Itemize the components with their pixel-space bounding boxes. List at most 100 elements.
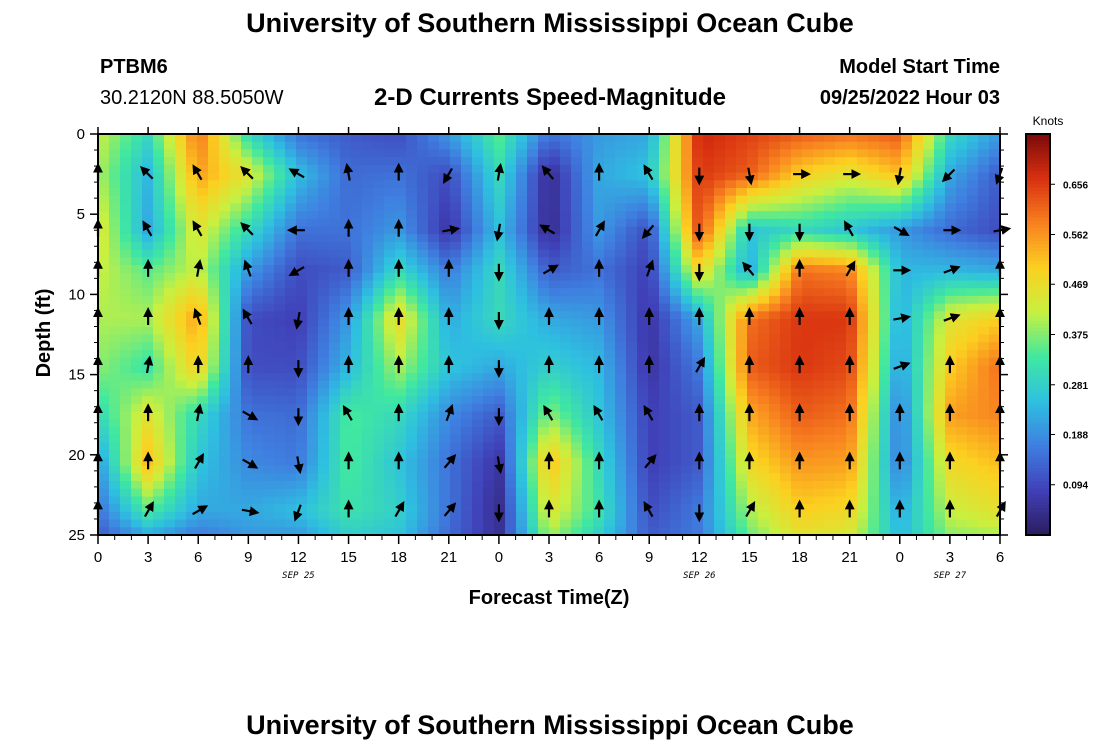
heatmap-cell — [659, 365, 671, 374]
heatmap-cell — [527, 249, 539, 258]
heatmap-cell — [846, 295, 858, 305]
heatmap-cell — [615, 457, 627, 467]
heatmap-cell — [879, 434, 891, 444]
heatmap-cell — [516, 380, 528, 390]
heatmap-cell — [230, 257, 242, 266]
heatmap-cell — [978, 457, 990, 467]
heatmap-cell — [824, 496, 836, 505]
heatmap-cell — [879, 272, 891, 282]
heatmap-cell — [692, 396, 704, 405]
heatmap-cell — [428, 342, 440, 351]
heatmap-cell — [967, 511, 979, 521]
heatmap-cell — [527, 357, 539, 366]
heatmap-cell — [967, 319, 979, 328]
heatmap-cell — [571, 481, 583, 490]
heatmap-cell — [527, 504, 539, 513]
heatmap-cell — [791, 496, 803, 505]
heatmap-cell — [120, 257, 132, 266]
heatmap-cell — [494, 403, 506, 413]
heatmap-cell — [98, 326, 110, 336]
heatmap-cell — [417, 527, 429, 536]
heatmap-cell — [890, 388, 902, 397]
heatmap-cell — [857, 226, 869, 235]
heatmap-cell — [516, 527, 528, 536]
heatmap-cell — [538, 465, 550, 474]
heatmap-cell — [692, 411, 704, 420]
heatmap-cell — [461, 164, 473, 174]
colorbar-segment — [1026, 200, 1050, 205]
heatmap-cell — [571, 288, 583, 297]
heatmap-cell — [802, 442, 814, 451]
heatmap-cell — [175, 141, 187, 151]
heatmap-cell — [186, 226, 198, 235]
heatmap-cell — [692, 211, 704, 220]
heatmap-cell — [175, 373, 187, 382]
heatmap-cell — [241, 504, 253, 513]
heatmap-cell — [439, 295, 451, 305]
heatmap-cell — [890, 473, 902, 482]
heatmap-cell — [340, 226, 352, 235]
heatmap-cell — [351, 380, 363, 390]
heatmap-cell — [780, 280, 792, 289]
heatmap-cell — [197, 488, 209, 498]
heatmap-cell — [879, 311, 891, 320]
heatmap-cell — [329, 465, 341, 474]
heatmap-cell — [769, 134, 781, 143]
heatmap-cell — [978, 265, 990, 274]
heatmap-cell — [780, 527, 792, 536]
heatmap-cell — [483, 427, 495, 436]
heatmap-cell — [681, 319, 693, 328]
heatmap-cell — [197, 334, 209, 343]
heatmap-cell — [109, 427, 121, 436]
heatmap-cell — [901, 149, 913, 158]
heatmap-cell — [813, 419, 825, 428]
heatmap-cell — [362, 349, 374, 359]
colorbar-segment — [1026, 524, 1050, 529]
heatmap-cell — [373, 272, 385, 282]
heatmap-cell — [285, 511, 297, 521]
heatmap-cell — [307, 419, 319, 428]
heatmap-cell — [780, 488, 792, 498]
heatmap-cell — [120, 342, 132, 351]
heatmap-cell — [648, 272, 660, 282]
heatmap-cell — [813, 241, 825, 251]
heatmap-cell — [120, 419, 132, 428]
heatmap-cell — [362, 149, 374, 158]
heatmap-cell — [461, 272, 473, 282]
heatmap-cell — [934, 396, 946, 405]
heatmap-cell — [153, 365, 165, 374]
heatmap-cell — [329, 403, 341, 413]
heatmap-cell — [582, 450, 594, 459]
heatmap-cell — [527, 411, 539, 420]
heatmap-cell — [483, 234, 495, 243]
heatmap-cell — [637, 481, 649, 490]
heatmap-cell — [758, 218, 770, 228]
heatmap-cell — [208, 326, 220, 336]
heatmap-cell — [791, 457, 803, 467]
heatmap-cell — [560, 511, 572, 521]
colorbar-segment — [1026, 264, 1050, 269]
heatmap-cell — [945, 241, 957, 251]
heatmap-cell — [318, 311, 330, 320]
heatmap-cell — [494, 342, 506, 351]
heatmap-cell — [439, 496, 451, 505]
heatmap-cell — [934, 172, 946, 181]
colorbar-segment — [1026, 247, 1050, 252]
heatmap-cell — [142, 172, 154, 181]
heatmap-cell — [472, 380, 484, 390]
heatmap-cell — [868, 257, 880, 266]
heatmap-cell — [956, 187, 968, 197]
heatmap-cell — [384, 141, 396, 151]
heatmap-cell — [912, 342, 924, 351]
heatmap-cell — [351, 187, 363, 197]
heatmap-cell — [934, 226, 946, 235]
heatmap-cell — [439, 427, 451, 436]
heatmap-cell — [648, 488, 660, 498]
heatmap-cell — [956, 157, 968, 166]
heatmap-cell — [549, 195, 561, 204]
heatmap-cell — [824, 419, 836, 428]
heatmap-cell — [758, 427, 770, 436]
heatmap-cell — [373, 450, 385, 459]
heatmap-cell — [153, 457, 165, 467]
heatmap-cell — [175, 473, 187, 482]
